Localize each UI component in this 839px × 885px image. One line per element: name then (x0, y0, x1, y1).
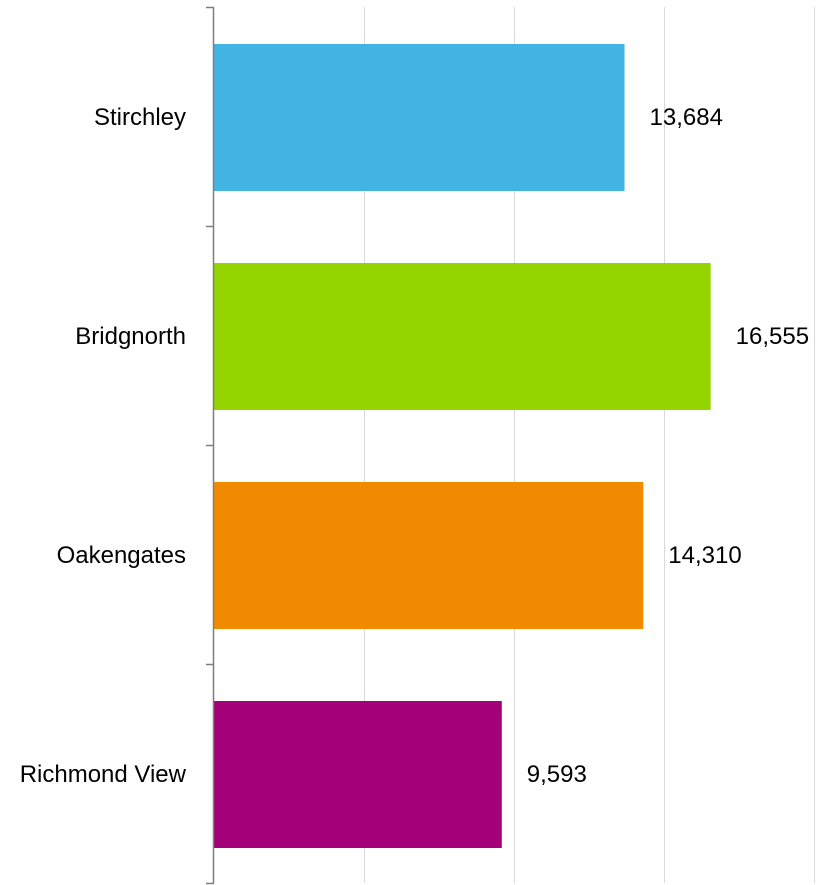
category-labels: Stirchley Bridgnorth Oakengates Richmond Vi… (20, 104, 187, 788)
bar-bridgnorth (214, 263, 711, 410)
bars (214, 44, 711, 848)
value-label: 13,684 (650, 104, 723, 131)
bar-richmond-view (214, 701, 502, 848)
bar-stirchley (214, 44, 625, 191)
value-labels: 13,684 16,555 14,310 9,593 (527, 104, 809, 788)
category-label: Bridgnorth (75, 323, 186, 350)
value-label: 16,555 (736, 323, 809, 350)
y-axis (206, 6, 215, 885)
category-label: Stirchley (94, 104, 186, 131)
category-label: Richmond View (20, 761, 187, 788)
bar-oakengates (214, 482, 644, 629)
value-label: 14,310 (668, 542, 741, 569)
category-label: Oakengates (57, 542, 186, 569)
value-label: 9,593 (527, 761, 587, 788)
